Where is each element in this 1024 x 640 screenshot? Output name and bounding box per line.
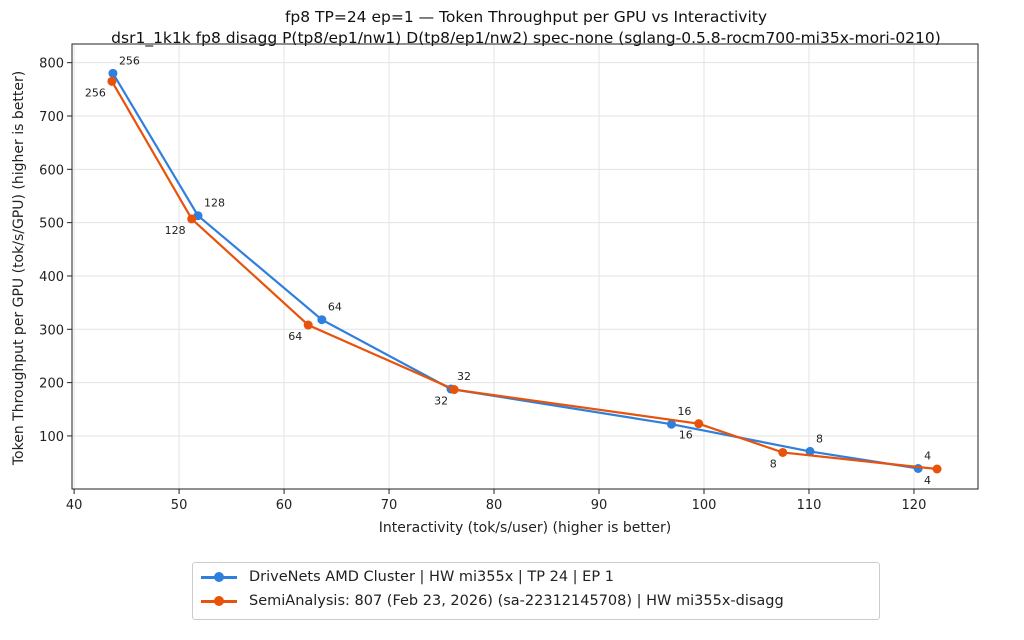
data-label: 256 <box>85 86 106 99</box>
y-tick-label: 400 <box>39 270 64 285</box>
data-label: 8 <box>770 457 777 470</box>
data-point <box>317 315 327 325</box>
x-tick-label: 110 <box>797 498 822 513</box>
data-point <box>805 446 815 456</box>
legend-swatch <box>201 572 237 582</box>
data-label: 64 <box>328 301 342 314</box>
data-point <box>913 463 923 473</box>
data-label: 128 <box>204 197 225 210</box>
series-line-1 <box>110 80 938 471</box>
y-tick-label: 300 <box>39 323 64 338</box>
x-tick-label: 40 <box>66 498 83 513</box>
data-label: 64 <box>288 330 302 343</box>
y-tick-label: 800 <box>39 57 64 72</box>
x-tick-label: 100 <box>692 498 717 513</box>
data-label: 32 <box>457 370 471 383</box>
data-point <box>303 320 313 330</box>
series-group: 256 128 64 32 16 8 4 256 128 64 32 16 8 4 <box>85 54 942 487</box>
ticks: 40 50 60 70 80 90 100 110 120 100 200 300 400 500 600 7… <box>39 57 926 513</box>
data-point <box>187 214 197 224</box>
x-tick-label: 50 <box>171 498 188 513</box>
data-point <box>694 419 704 429</box>
data-point <box>932 464 942 474</box>
y-axis-label: Token Throughput per GPU (tok/s/GPU) (hi… <box>11 71 27 466</box>
data-label: 16 <box>679 429 693 442</box>
data-label: 8 <box>816 432 823 445</box>
x-tick-label: 90 <box>591 498 608 513</box>
data-point <box>449 385 459 395</box>
legend-item-drivenets: DriveNets AMD Cluster | HW mi355x | TP 2… <box>201 569 614 585</box>
x-tick-label: 60 <box>276 498 293 513</box>
data-label: 256 <box>119 54 140 67</box>
legend-label: SemiAnalysis: 807 (Feb 23, 2026) (sa-223… <box>249 593 784 609</box>
y-tick-label: 100 <box>39 430 64 445</box>
grid <box>72 44 978 489</box>
data-label: 16 <box>677 405 691 418</box>
data-label: 4 <box>924 449 931 462</box>
data-label: 32 <box>434 395 448 408</box>
x-axis-label: Interactivity (tok/s/user) (higher is be… <box>379 520 671 536</box>
y-tick-label: 700 <box>39 110 64 125</box>
data-label: 4 <box>924 474 931 487</box>
data-point <box>778 447 788 457</box>
plot-frame <box>71 43 979 490</box>
legend-label: DriveNets AMD Cluster | HW mi355x | TP 2… <box>249 569 614 585</box>
y-tick-label: 600 <box>39 163 64 178</box>
legend: DriveNets AMD Cluster | HW mi355x | TP 2… <box>192 562 880 620</box>
x-tick-label: 120 <box>902 498 927 513</box>
data-label: 128 <box>165 224 186 237</box>
data-point <box>107 76 117 86</box>
legend-swatch <box>201 596 237 606</box>
data-point <box>666 419 676 429</box>
x-tick-label: 70 <box>381 498 398 513</box>
chart-title: fp8 TP=24 ep=1 — Token Throughput per GP… <box>285 8 767 26</box>
chart-subtitle: dsr1_1k1k fp8 disagg P(tp8/ep1/nw1) D(tp… <box>111 29 941 48</box>
data-point <box>108 68 118 78</box>
legend-item-semianalysis: SemiAnalysis: 807 (Feb 23, 2026) (sa-223… <box>201 593 784 609</box>
y-tick-label: 200 <box>39 377 64 392</box>
x-tick-label: 80 <box>486 498 503 513</box>
y-tick-label: 500 <box>39 217 64 232</box>
series-line-0 <box>111 72 919 470</box>
